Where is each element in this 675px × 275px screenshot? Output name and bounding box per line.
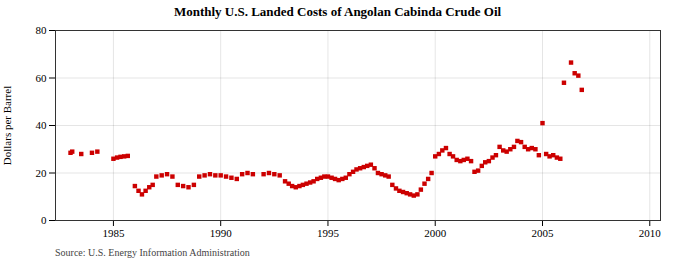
svg-text:20: 20 <box>36 167 48 179</box>
html-text:Monthly U.S. Landed Costs of A: Monthly U.S. Landed Costs of Angolan Cab… <box>173 4 502 19</box>
svg-text:1985: 1985 <box>102 227 125 239</box>
svg-text:2005: 2005 <box>532 227 555 239</box>
svg-text:2000: 2000 <box>424 227 447 239</box>
svg-text:80: 80 <box>36 24 48 36</box>
svg-text:1990: 1990 <box>210 227 233 239</box>
svg-text:2010: 2010 <box>639 227 662 239</box>
svg-text:0: 0 <box>41 214 47 226</box>
svg-text:Dollars per Barrel: Dollars per Barrel <box>1 86 13 165</box>
svg-text:1995: 1995 <box>317 227 340 239</box>
svg-text:60: 60 <box>36 72 48 84</box>
html-text:Source: U.S. Energy Informatio: Source: U.S. Energy Information Administ… <box>55 247 250 258</box>
svg-text:40: 40 <box>36 119 48 131</box>
